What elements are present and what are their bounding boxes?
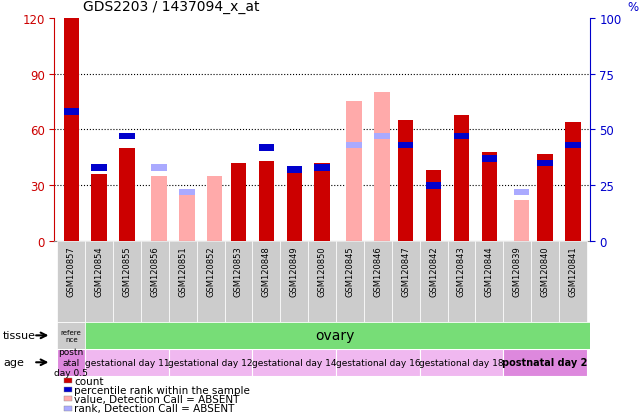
Bar xyxy=(287,167,302,242)
Text: age: age xyxy=(3,357,24,368)
Bar xyxy=(85,349,169,376)
Bar xyxy=(420,242,447,322)
Text: GSM120847: GSM120847 xyxy=(401,246,410,296)
Bar xyxy=(513,189,529,196)
Bar xyxy=(426,183,441,189)
Text: GSM120851: GSM120851 xyxy=(178,246,187,296)
Text: gestational day 14: gestational day 14 xyxy=(252,358,337,367)
Text: GSM120839: GSM120839 xyxy=(513,246,522,296)
Text: tissue: tissue xyxy=(3,330,36,341)
Text: ovary: ovary xyxy=(315,329,354,342)
Bar xyxy=(347,142,362,149)
Bar xyxy=(231,164,246,242)
Text: GSM120844: GSM120844 xyxy=(485,246,494,296)
Bar xyxy=(565,142,581,149)
Bar xyxy=(315,165,329,171)
Bar xyxy=(531,242,559,322)
Bar xyxy=(398,142,413,149)
Text: GSM120850: GSM120850 xyxy=(317,246,327,296)
Text: refere
nce: refere nce xyxy=(61,329,81,342)
Bar xyxy=(503,349,587,376)
Bar xyxy=(113,242,141,322)
Bar xyxy=(454,115,469,242)
Text: GSM120846: GSM120846 xyxy=(373,246,382,296)
Bar xyxy=(92,165,107,171)
Text: percentile rank within the sample: percentile rank within the sample xyxy=(74,385,250,395)
Bar xyxy=(179,189,195,196)
Text: GSM120854: GSM120854 xyxy=(95,246,104,296)
Bar xyxy=(392,242,420,322)
Bar xyxy=(253,349,336,376)
Bar xyxy=(513,201,529,242)
Text: GSM120857: GSM120857 xyxy=(67,246,76,296)
Bar xyxy=(347,102,362,242)
Bar xyxy=(253,242,280,322)
Text: GSM120845: GSM120845 xyxy=(345,246,354,296)
Text: %: % xyxy=(627,1,638,14)
Bar xyxy=(179,195,195,242)
Bar xyxy=(447,242,476,322)
Bar xyxy=(565,123,581,242)
Bar xyxy=(364,242,392,322)
Text: GSM120856: GSM120856 xyxy=(151,246,160,296)
Bar xyxy=(197,242,224,322)
Bar xyxy=(151,165,167,171)
Text: gestational day 11: gestational day 11 xyxy=(85,358,169,367)
Text: GSM120843: GSM120843 xyxy=(457,246,466,296)
Text: GSM120852: GSM120852 xyxy=(206,246,215,296)
Bar xyxy=(259,145,274,151)
Bar xyxy=(169,349,253,376)
Bar xyxy=(207,177,222,242)
Bar xyxy=(503,242,531,322)
Text: postnatal day 2: postnatal day 2 xyxy=(503,357,588,368)
Bar xyxy=(374,133,390,140)
Bar xyxy=(336,242,364,322)
Bar xyxy=(537,154,553,242)
Bar xyxy=(119,133,135,140)
Text: rank, Detection Call = ABSENT: rank, Detection Call = ABSENT xyxy=(74,403,235,413)
Bar xyxy=(336,349,420,376)
Bar xyxy=(476,242,503,322)
Text: gestational day 18: gestational day 18 xyxy=(419,358,504,367)
Bar xyxy=(224,242,253,322)
Bar xyxy=(308,242,336,322)
Bar xyxy=(259,161,274,242)
Text: GSM120849: GSM120849 xyxy=(290,246,299,296)
Text: value, Detection Call = ABSENT: value, Detection Call = ABSENT xyxy=(74,394,240,404)
Text: GSM120853: GSM120853 xyxy=(234,246,243,296)
Text: GSM120841: GSM120841 xyxy=(569,246,578,296)
Bar xyxy=(315,164,329,242)
Bar xyxy=(85,242,113,322)
Bar xyxy=(481,156,497,162)
Bar xyxy=(151,177,167,242)
Bar xyxy=(559,242,587,322)
Text: GSM120840: GSM120840 xyxy=(540,246,549,296)
Bar xyxy=(57,349,85,376)
Bar xyxy=(57,242,85,322)
Text: GSM120842: GSM120842 xyxy=(429,246,438,296)
Text: GSM120855: GSM120855 xyxy=(122,246,131,296)
Text: gestational day 16: gestational day 16 xyxy=(335,358,420,367)
Text: GSM120848: GSM120848 xyxy=(262,246,271,296)
Bar xyxy=(169,242,197,322)
Bar xyxy=(63,19,79,242)
Bar xyxy=(57,322,85,349)
Bar xyxy=(141,242,169,322)
Text: GDS2203 / 1437094_x_at: GDS2203 / 1437094_x_at xyxy=(83,0,260,14)
Text: gestational day 12: gestational day 12 xyxy=(169,358,253,367)
Bar xyxy=(481,152,497,242)
Bar xyxy=(287,167,302,173)
Text: postn
atal
day 0.5: postn atal day 0.5 xyxy=(54,348,88,377)
Text: count: count xyxy=(74,376,104,386)
Bar xyxy=(119,149,135,242)
Bar xyxy=(420,349,503,376)
Bar xyxy=(454,133,469,140)
Bar xyxy=(426,171,441,242)
Bar xyxy=(92,175,107,242)
Bar xyxy=(537,160,553,167)
Bar xyxy=(398,121,413,242)
Bar xyxy=(280,242,308,322)
Bar xyxy=(374,93,390,242)
Bar xyxy=(63,109,79,116)
